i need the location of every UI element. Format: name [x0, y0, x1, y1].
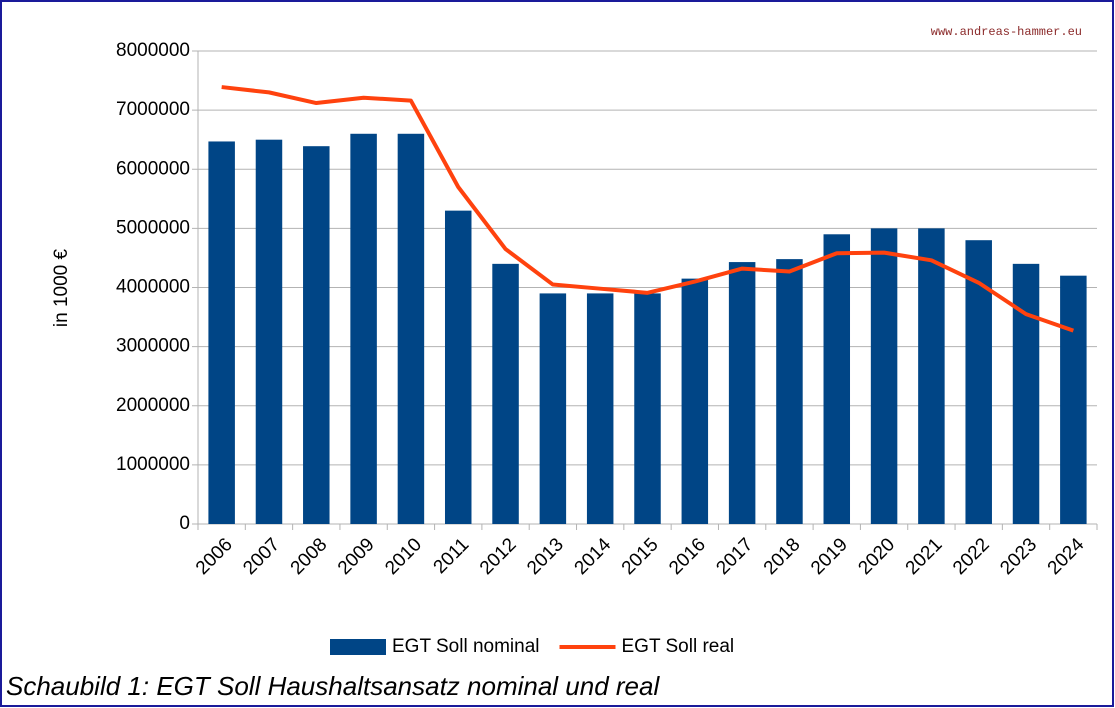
x-tick-label: 2007	[239, 534, 284, 579]
bar	[303, 146, 330, 524]
x-tick-label: 2008	[287, 534, 332, 579]
x-tick-label: 2022	[949, 534, 994, 579]
bar	[823, 234, 851, 524]
y-tick-label: 3000000	[116, 336, 190, 357]
y-tick-label: 2000000	[116, 395, 190, 416]
bar	[634, 293, 661, 524]
legend-swatch	[330, 639, 386, 655]
y-axis-label: in 1000 €	[51, 248, 72, 327]
x-tick-label: 2011	[430, 534, 474, 578]
y-tick-label: 4000000	[116, 277, 190, 298]
bar	[870, 228, 898, 524]
x-tick-label: 2015	[618, 534, 663, 579]
bar	[397, 133, 425, 524]
caption: Schaubild 1: EGT Soll Haushaltsansatz no…	[6, 671, 660, 701]
y-tick-label: 7000000	[116, 99, 190, 120]
x-tick-label: 2018	[760, 534, 805, 579]
line	[221, 85, 1075, 333]
x-tick-label: 2010	[381, 534, 426, 579]
bar	[1060, 275, 1087, 524]
x-tick-label: 2016	[665, 534, 710, 579]
legend-label: EGT Soll nominal	[392, 636, 540, 657]
x-tick-label: 2014	[571, 534, 616, 579]
bar	[586, 293, 614, 524]
bar	[350, 133, 377, 524]
legend-label: EGT Soll real	[622, 636, 735, 657]
watermark: www.andreas-hammer.eu	[931, 25, 1082, 39]
x-tick-label: 2019	[807, 534, 852, 579]
y-tick-label: 8000000	[116, 40, 190, 61]
y-tick-label: 1000000	[116, 454, 190, 475]
bar	[255, 139, 283, 524]
bar	[1012, 263, 1040, 524]
x-tick-label: 2017	[712, 534, 757, 579]
x-tick-label: 2021	[902, 534, 947, 579]
x-tick-label: 2009	[334, 534, 379, 579]
bar	[681, 278, 709, 524]
y-tick-label: 0	[179, 513, 190, 534]
bar	[444, 210, 472, 524]
bar	[539, 293, 567, 524]
bar	[208, 141, 235, 524]
x-tick-label: 2012	[476, 534, 521, 579]
x-tick-label: 2006	[192, 534, 237, 579]
y-tick-label: 6000000	[116, 158, 190, 179]
x-tick-label: 2023	[996, 534, 1041, 579]
bar	[728, 262, 756, 524]
bar	[492, 263, 519, 524]
bar	[918, 228, 945, 524]
bar	[776, 259, 803, 524]
x-tick-label: 2020	[854, 534, 899, 579]
x-tick-label: 2013	[523, 534, 568, 579]
x-tick-label: 2024	[1044, 534, 1089, 579]
y-tick-label: 5000000	[116, 217, 190, 238]
